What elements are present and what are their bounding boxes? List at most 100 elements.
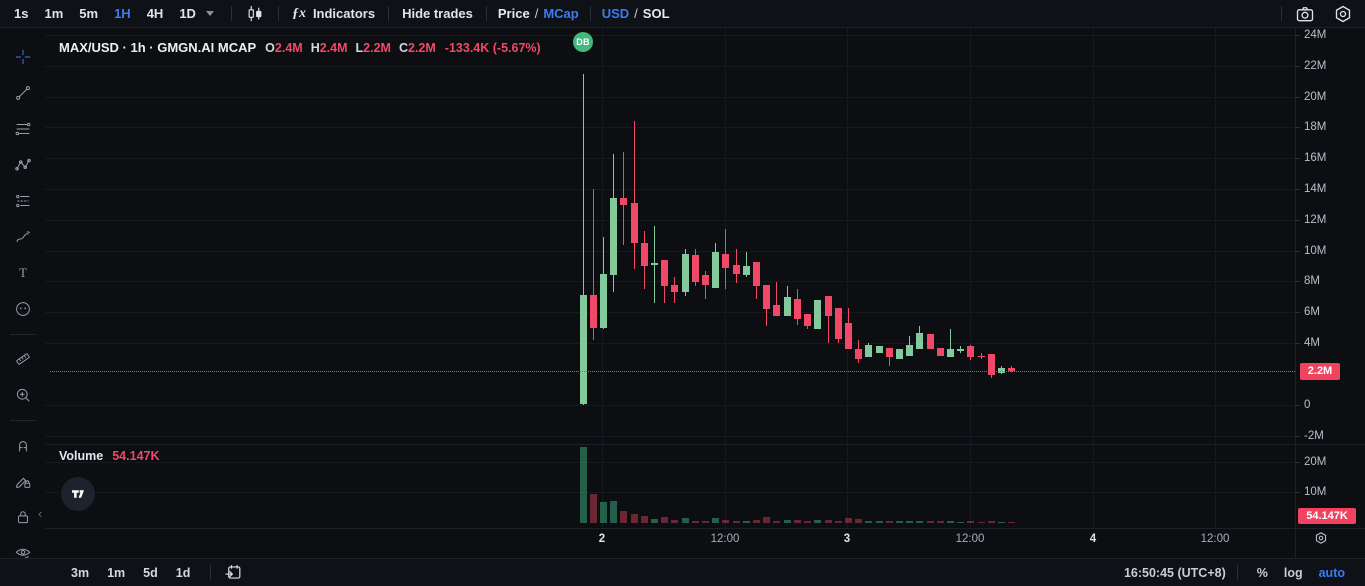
auto-scale-button[interactable]: auto: [1311, 566, 1353, 580]
timeframe-1m[interactable]: 1m: [36, 2, 71, 26]
hide-trades-button[interactable]: Hide trades: [400, 2, 475, 26]
candle-down: [844, 323, 852, 350]
chevron-down-icon[interactable]: [205, 11, 214, 16]
grid-vline: [1215, 28, 1216, 528]
symbol-legend: MAX/USD · 1h · GMGN.AI MCAP O2.4M H2.4M L2…: [59, 40, 541, 55]
xabcd-pattern-tool[interactable]: [8, 154, 38, 176]
trend-line-tool[interactable]: [8, 82, 38, 104]
ruler-tool[interactable]: [8, 348, 38, 370]
divider: [277, 6, 279, 21]
text-tool[interactable]: T: [8, 262, 38, 284]
ohlc-item-h: H2.4M: [310, 40, 348, 55]
log-scale-button[interactable]: log: [1276, 566, 1311, 580]
magnet-tool[interactable]: [8, 434, 38, 456]
price-tick-label: 20M: [1304, 91, 1327, 103]
zoom-in-icon: [16, 388, 29, 402]
time-tick-label: 4: [1089, 533, 1097, 545]
candle-down: [804, 314, 812, 327]
tv-logo-icon: [72, 490, 84, 498]
candle-down: [753, 261, 761, 287]
candle-up: [610, 198, 618, 276]
emoji-tool[interactable]: [8, 298, 38, 320]
candle-up: [599, 273, 607, 328]
zoom-in-tool[interactable]: [8, 384, 38, 406]
timeframe-1d[interactable]: 1D: [171, 2, 204, 26]
candle-down: [824, 295, 832, 316]
candle-wick: [633, 121, 635, 270]
brush-icon: [16, 231, 30, 242]
indicators-button[interactable]: ƒx Indicators: [290, 2, 377, 26]
sol-option[interactable]: SOL: [642, 6, 670, 21]
volume-label: Volume: [59, 449, 104, 463]
crosshair-tool[interactable]: [8, 46, 38, 68]
grid-hline: [45, 158, 1295, 159]
volume-bar: [967, 521, 975, 524]
fib-retracement-tool[interactable]: [8, 118, 38, 140]
tradingview-logo[interactable]: [61, 477, 95, 511]
timeframe-group: 1s 1m 5m 1H 4H 1D: [6, 2, 204, 26]
fx-icon: ƒx: [291, 5, 306, 21]
candle-up: [998, 367, 1006, 373]
range-3m[interactable]: 3m: [62, 566, 98, 580]
percent-scale-button[interactable]: %: [1249, 566, 1276, 580]
clock[interactable]: 16:50:45 (UTC+8): [1123, 565, 1226, 580]
timeframe-4h[interactable]: 4H: [139, 2, 172, 26]
divider: [230, 6, 232, 21]
timeframe-5m[interactable]: 5m: [71, 2, 106, 26]
lock-all-tool[interactable]: [8, 506, 38, 528]
price-tick-label: 10M: [1304, 486, 1327, 498]
timeframe-1s[interactable]: 1s: [6, 2, 36, 26]
screenshot-button[interactable]: [1293, 2, 1317, 26]
draw-lock-tool[interactable]: [8, 470, 38, 492]
volume-bar: [620, 510, 628, 524]
price-option[interactable]: Price: [497, 6, 530, 21]
settings-button[interactable]: [1331, 2, 1355, 26]
candle-down: [926, 334, 934, 350]
candle-up: [681, 253, 689, 293]
candle-down: [793, 298, 801, 319]
volume-bar: [589, 493, 597, 524]
go-to-date-button[interactable]: [222, 561, 245, 584]
range-5d[interactable]: 5d: [134, 566, 167, 580]
volume-bar: [855, 518, 863, 524]
volume-bar: [926, 520, 934, 524]
usd-option[interactable]: USD: [601, 6, 630, 21]
price-axis[interactable]: 24M 22M 20M 18M 16M 14M 12M 10M 8M 6M 4M 0 -2M 20M 10M…: [1295, 28, 1365, 558]
candle-wick: [582, 73, 584, 405]
divider: [210, 565, 212, 580]
price-tick-label: 20M: [1304, 456, 1327, 468]
candles-icon: [248, 5, 262, 21]
candle-up: [650, 263, 658, 265]
chart-style-button[interactable]: [243, 2, 267, 26]
ruler-icon: [15, 353, 30, 365]
grid-hline: [45, 127, 1295, 128]
db-badge[interactable]: DB: [573, 32, 593, 52]
volume-bar: [814, 520, 822, 524]
timeframe-1h[interactable]: 1H: [106, 2, 139, 26]
volume-value: 54.147K: [112, 449, 160, 463]
price-mcap-toggle[interactable]: Price / MCap: [497, 6, 579, 21]
candle-down: [885, 347, 893, 358]
brush-tool[interactable]: [8, 226, 38, 248]
volume-bar: [875, 521, 883, 524]
fib-retracement-icon: [15, 122, 30, 136]
volume-bar: [957, 521, 965, 524]
range-1m[interactable]: 1m: [98, 566, 134, 580]
price-tick-label: 10M: [1304, 245, 1327, 257]
divider: [1236, 565, 1238, 580]
candle-down: [691, 255, 699, 282]
time-axis[interactable]: 2 12:00 3 12:00 4 12:00: [45, 528, 1295, 558]
collapse-toolbar-handle[interactable]: ‹: [38, 506, 43, 521]
toolbar-divider: [9, 334, 36, 335]
price-tick-label: 4M: [1304, 337, 1320, 349]
drawing-toolbar: T: [0, 28, 45, 560]
candle-wick: [827, 295, 829, 344]
forecast-tool[interactable]: [8, 190, 38, 212]
current-volume-label: 54.147K: [1298, 508, 1356, 524]
axis-settings-button[interactable]: [1314, 531, 1328, 548]
usd-sol-toggle[interactable]: USD / SOL: [601, 6, 670, 21]
range-1d[interactable]: 1d: [167, 566, 200, 580]
pane-separator[interactable]: [45, 444, 1365, 445]
mcap-option[interactable]: MCap: [543, 6, 579, 21]
current-price-label: 2.2M: [1300, 362, 1340, 380]
